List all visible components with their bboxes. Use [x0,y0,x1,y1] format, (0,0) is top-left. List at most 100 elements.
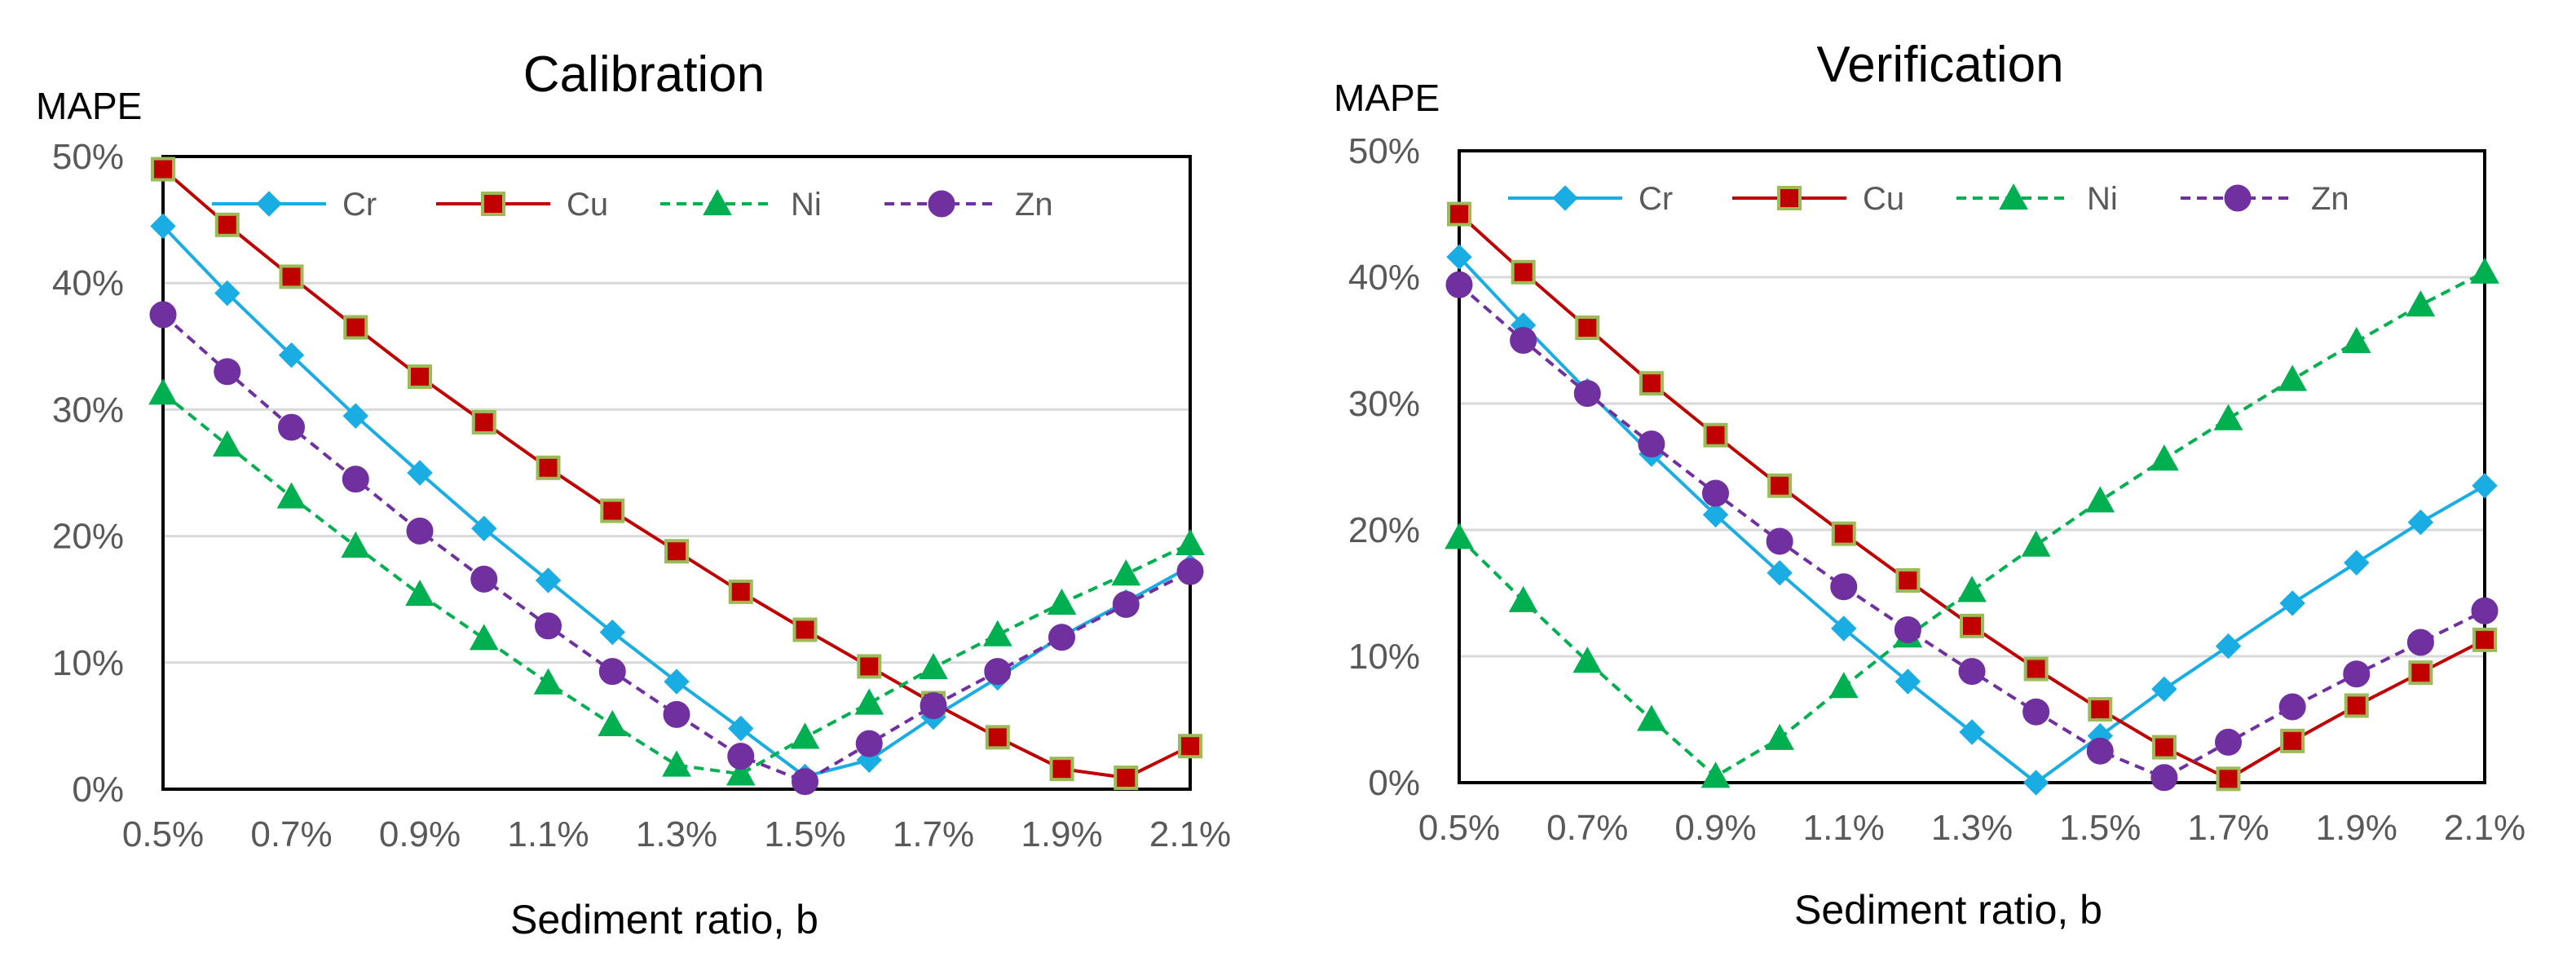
y-tick-label: 30% [1348,384,1420,424]
marker-cr-2 [278,342,305,368]
marker-cr-legend [256,191,282,217]
marker-ni-8 [662,750,691,777]
marker-cr-15 [2407,509,2434,536]
y-tick-label: 0% [1368,763,1420,803]
y-tick-label: 50% [1348,131,1420,171]
marker-cu-15 [2408,660,2433,686]
marker-cr-8 [664,669,690,695]
marker-cu-10 [2088,697,2113,722]
y-axis-label: MAPE [1334,77,1440,119]
legend-label: Cu [567,187,608,223]
marker-zn-10 [2086,737,2114,765]
marker-ni-2 [276,482,307,509]
series-cu [151,157,1202,791]
marker-cu-3 [1639,371,1664,396]
marker-zn-legend [928,190,955,218]
marker-ni-0 [148,378,178,405]
marker-cu-2 [1575,316,1600,340]
marker-cu-5 [471,409,496,435]
marker-ni-4 [1700,761,1731,788]
marker-cu-0 [151,157,175,182]
x-tick-label: 1.7% [893,814,974,854]
x-tick-label: 1.5% [764,814,845,854]
marker-cr-legend [1552,185,1578,211]
marker-ni-1 [212,430,242,457]
series-line-ni [161,391,1191,776]
marker-ni-15 [2406,290,2436,317]
marker-zn-2 [1573,380,1601,408]
series-line-zn [1458,283,2486,779]
y-axis-label: MAPE [36,85,142,127]
x-tick-label: 2.1% [2444,808,2525,848]
marker-cu-14 [1049,757,1074,782]
marker-ni-12 [919,652,948,680]
marker-zn-9 [2022,698,2050,726]
legend-label: Cr [342,187,377,223]
marker-cr-14 [2344,549,2370,576]
legend-entry-cr: Cr [212,187,377,223]
marker-ni-15 [1111,559,1141,586]
marker-ni-11 [854,688,884,715]
x-axis-label: Sediment ratio, b [1794,887,2102,933]
marker-cr-7 [1895,669,1921,695]
marker-zn-12 [2215,728,2242,756]
marker-zn-8 [663,700,690,728]
legend-entry-zn: Zn [884,187,1053,223]
marker-cu-11 [2151,735,2177,760]
y-tick-label: 10% [52,643,124,683]
series-line-cr [1458,255,2486,784]
marker-zn-15 [1112,590,1140,618]
marker-ni-16 [2470,257,2499,284]
marker-cr-7 [599,619,625,646]
marker-ni-6 [1828,672,1859,699]
legend-label: Zn [2311,181,2349,217]
marker-cu-1 [214,212,240,237]
y-tick-label: 0% [72,770,124,810]
plot-frame [1458,149,2486,784]
legend-entry-zn: Zn [2181,181,2349,217]
legend-label: Cu [1863,181,1904,217]
marker-zn-13 [2278,693,2306,721]
marker-cu-legend [481,192,505,216]
marker-ni-3 [341,531,371,558]
marker-cr-4 [1702,501,1729,528]
x-tick-label: 0.7% [1546,808,1628,848]
series-zn [1445,271,2499,792]
x-tick-label: 1.7% [2187,808,2269,848]
marker-zn-10 [792,768,818,796]
y-tick-label: 10% [1348,637,1420,677]
marker-cr-6 [1831,616,1857,642]
marker-cr-11 [2151,676,2177,703]
chart-title: Verification [1816,37,2063,93]
marker-cr-9 [728,715,754,742]
marker-cu-1 [1511,259,1536,285]
marker-cu-12 [2216,766,2241,792]
marker-cu-15 [1114,766,1139,791]
marker-ni-16 [1176,528,1205,556]
marker-zn-5 [1766,527,1793,555]
marker-cu-7 [600,498,625,523]
x-tick-label: 1.9% [1021,814,1102,854]
marker-cu-14 [2344,693,2369,718]
legend-entry-cu: Cu [436,187,608,223]
marker-cr-5 [1767,559,1793,586]
y-tick-label: 40% [1348,258,1420,298]
x-tick-label: 0.9% [379,814,461,854]
marker-zn-8 [1958,658,1986,686]
marker-zn-4 [1702,479,1729,507]
marker-zn-3 [1638,430,1665,458]
x-tick-label: 0.9% [1674,808,1756,848]
marker-cr-0 [150,213,176,240]
marker-cr-16 [2472,473,2498,499]
marker-cu-10 [792,617,818,642]
marker-cu-7 [1895,568,1921,593]
marker-cu-9 [2023,656,2049,682]
marker-ni-8 [1957,576,1987,602]
marker-ni-5 [469,624,499,651]
marker-zn-1 [1510,327,1537,354]
marker-ni-14 [2341,327,2371,354]
marker-zn-0 [1445,271,1473,298]
marker-ni-10 [790,722,820,749]
marker-cu-4 [408,364,432,390]
